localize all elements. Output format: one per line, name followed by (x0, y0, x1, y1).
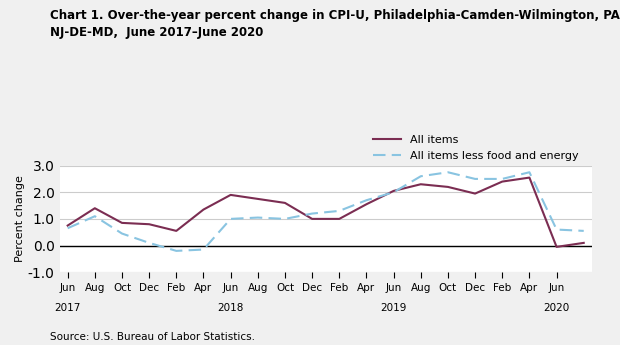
All items less food and energy (580, 229, 588, 233)
Text: 2019: 2019 (381, 303, 407, 313)
All items less food and energy (172, 249, 180, 253)
All items less food and energy (498, 177, 506, 181)
All items less food and energy (390, 190, 397, 194)
Text: 2020: 2020 (544, 303, 570, 313)
All items (526, 176, 533, 180)
All items less food and energy (471, 177, 479, 181)
All items (417, 182, 425, 186)
All items (227, 193, 234, 197)
Line: All items less food and energy: All items less food and energy (68, 172, 584, 251)
Legend: All items, All items less food and energy: All items, All items less food and energ… (368, 131, 583, 165)
All items (254, 197, 262, 201)
All items less food and energy (146, 241, 153, 245)
All items (118, 221, 126, 225)
Y-axis label: Percent change: Percent change (15, 176, 25, 262)
All items less food and energy (553, 227, 560, 231)
All items less food and energy (526, 170, 533, 174)
All items less food and energy (200, 247, 207, 252)
All items (308, 217, 316, 221)
All items (64, 224, 71, 228)
All items (91, 206, 99, 210)
Line: All items: All items (68, 178, 584, 247)
All items (281, 201, 289, 205)
All items (471, 191, 479, 196)
Text: Source: U.S. Bureau of Labor Statistics.: Source: U.S. Bureau of Labor Statistics. (50, 332, 255, 342)
All items less food and energy (227, 217, 234, 221)
All items less food and energy (91, 214, 99, 218)
All items less food and energy (308, 211, 316, 216)
All items less food and energy (118, 231, 126, 236)
All items less food and energy (444, 170, 451, 174)
All items (580, 241, 588, 245)
Text: 2018: 2018 (218, 303, 244, 313)
All items less food and energy (335, 209, 343, 213)
All items (390, 189, 397, 193)
All items (363, 202, 370, 206)
Text: 2017: 2017 (55, 303, 81, 313)
All items (553, 245, 560, 249)
All items (172, 229, 180, 233)
All items (335, 217, 343, 221)
All items less food and energy (281, 217, 289, 221)
All items less food and energy (254, 216, 262, 220)
All items less food and energy (417, 174, 425, 178)
Text: Chart 1. Over-the-year percent change in CPI-U, Philadelphia-Camden-Wilmington, : Chart 1. Over-the-year percent change in… (50, 9, 620, 39)
All items (146, 222, 153, 226)
All items less food and energy (363, 198, 370, 202)
All items (200, 207, 207, 211)
All items (444, 185, 451, 189)
All items (498, 179, 506, 184)
All items less food and energy (64, 226, 71, 230)
